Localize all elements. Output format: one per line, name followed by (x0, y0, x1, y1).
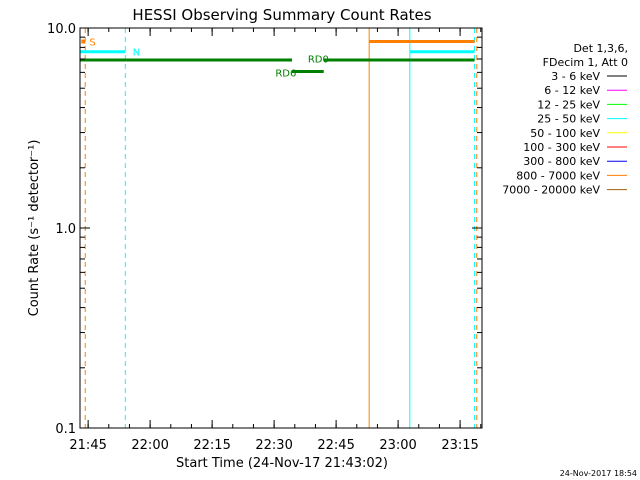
legend-header-0: Det 1,3,6, (573, 42, 628, 55)
x-tick-label-2230: 22:30 (255, 438, 292, 453)
x-tick-label-2200: 22:00 (131, 438, 168, 453)
x-tick-label-2300: 23:00 (379, 438, 416, 453)
footer-timestamp: 24-Nov-2017 18:54 (560, 469, 637, 478)
series-label-rd6: RD6 (275, 68, 296, 79)
chart-title: HESSI Observing Summary Count Rates (132, 6, 431, 24)
x-axis-label: Start Time (24-Nov-17 21:43:02) (176, 456, 388, 471)
x-tick-label-2215: 22:15 (193, 438, 230, 453)
legend-entry-label-5: 100 - 300 keV (523, 141, 600, 154)
legend-entry-label-6: 300 - 800 keV (523, 155, 600, 168)
x-tick-label-2245: 22:45 (317, 438, 354, 453)
y-tick-label-10.0: 10.0 (47, 22, 76, 37)
legend-entry-label-2: 12 - 25 keV (537, 98, 600, 111)
series-label-rd0: RD0 (308, 54, 329, 65)
legend-entry-label-3: 25 - 50 keV (537, 113, 600, 126)
legend-entry-label-0: 3 - 6 keV (551, 70, 600, 83)
y-axis-label: Count Rate (s⁻¹ detector⁻¹) (27, 140, 42, 317)
axes: 21:45 22:00 22:15 22:30 22:45 23:00 23:15 0.1 1.… (47, 22, 482, 453)
legend-entry-label-8: 7000 - 20000 keV (502, 184, 600, 197)
x-tick-label-2315: 23:15 (441, 438, 478, 453)
legend-entry-label-1: 6 - 12 keV (544, 84, 600, 97)
x-tick-label-2145: 21:45 (69, 438, 106, 453)
y-tick-label-0.1: 0.1 (55, 422, 76, 437)
series-label-n: N (133, 48, 140, 59)
series-label-s: S (89, 38, 95, 49)
legend-entry-label-4: 50 - 100 keV (530, 127, 600, 140)
legend-header-1: FDecim 1, Att 0 (543, 56, 628, 69)
y-tick-label-1.0: 1.0 (55, 222, 76, 237)
s-marker (81, 39, 86, 44)
legend-entry-label-7: 800 - 7000 keV (516, 169, 600, 182)
